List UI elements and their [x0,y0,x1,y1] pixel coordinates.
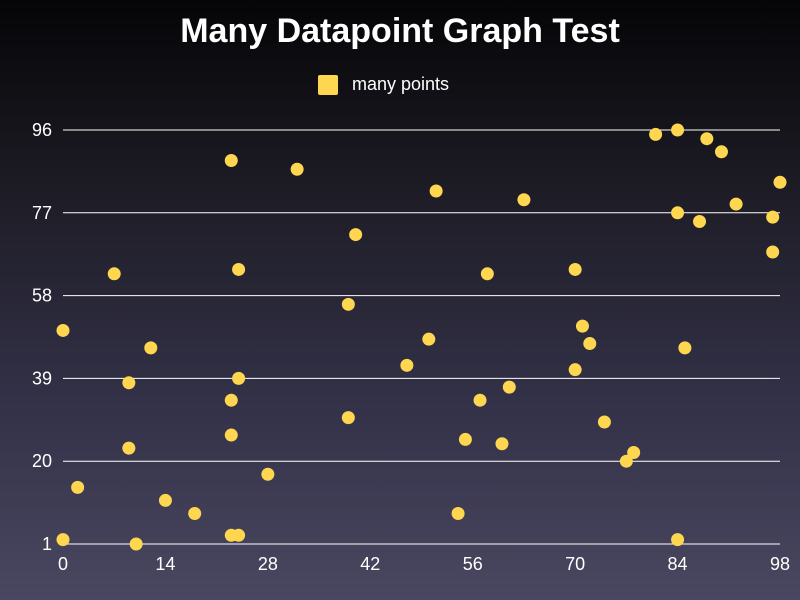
data-point [714,145,728,159]
tick-labels: 1 20 39 58 77 96 0 14 28 42 56 70 84 98 [32,120,790,574]
grid-lines [63,129,780,545]
data-point [583,337,597,351]
data-point [107,267,121,281]
data-point [261,467,275,481]
data-point [188,506,202,520]
data-point [129,537,143,551]
x-tick-label: 28 [258,554,278,574]
data-point [451,506,465,520]
data-point [144,341,158,355]
legend-label: many points [352,74,450,94]
data-point [473,393,487,407]
x-tick-label: 56 [463,554,483,574]
data-point [619,454,633,468]
data-point [458,432,472,446]
data-point [56,533,70,547]
data-point [480,267,494,281]
x-tick-label: 98 [770,554,790,574]
data-point [729,197,743,211]
y-tick-label: 77 [32,203,52,223]
data-point [56,323,70,337]
y-tick-label: 96 [32,120,52,140]
chart-title: Many Datapoint Graph Test [180,12,620,50]
data-point [766,245,780,259]
data-point [232,371,246,385]
data-point [400,358,414,372]
data-point [232,262,246,276]
y-tick-label: 20 [32,451,52,471]
data-point [597,415,611,429]
data-point [502,380,516,394]
y-tick-label: 39 [32,368,52,388]
y-tick-label: 58 [32,286,52,306]
legend: many points [318,74,449,95]
data-point [568,363,582,377]
data-point [122,441,136,455]
data-point [158,493,172,507]
y-tick-label: 1 [42,534,52,554]
data-point [290,162,304,176]
x-tick-label: 0 [58,554,68,574]
data-point [71,480,85,494]
data-point [649,127,663,141]
data-point [224,428,238,442]
data-point [693,215,707,229]
data-point [122,376,136,390]
data-point [422,332,436,346]
data-point [671,123,685,137]
data-point [232,528,246,542]
data-point [517,193,531,207]
data-point [671,533,685,547]
data-point [224,393,238,407]
data-points [56,123,787,551]
data-point [766,210,780,224]
data-point [627,445,641,459]
data-point [575,319,589,333]
x-tick-label: 84 [668,554,688,574]
data-point [341,297,355,311]
legend-swatch [318,74,338,95]
data-point [341,411,355,425]
x-tick-label: 42 [360,554,380,574]
data-point [700,132,714,146]
data-point [495,437,509,451]
data-point [224,154,238,168]
x-tick-label: 14 [155,554,175,574]
data-point [349,228,363,242]
x-tick-label: 70 [565,554,585,574]
data-point [568,262,582,276]
data-point [429,184,443,198]
data-point [773,175,787,189]
data-point [678,341,692,355]
data-point [671,206,685,220]
